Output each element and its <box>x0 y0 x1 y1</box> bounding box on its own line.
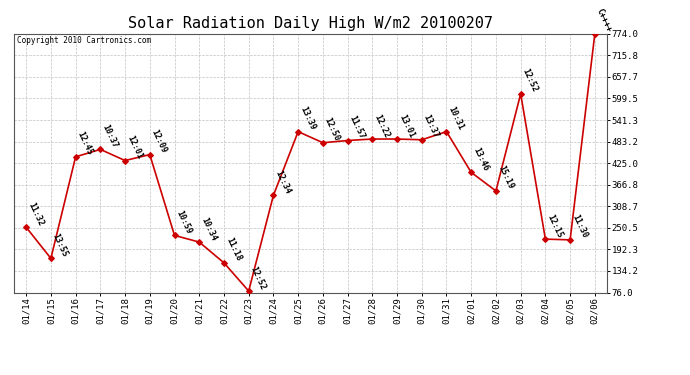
Point <box>491 188 502 194</box>
Title: Solar Radiation Daily High W/m2 20100207: Solar Radiation Daily High W/m2 20100207 <box>128 16 493 31</box>
Text: 13:55: 13:55 <box>51 232 70 258</box>
Point <box>219 260 230 266</box>
Text: 13:01: 13:01 <box>397 112 416 139</box>
Text: Copyright 2010 Cartronics.com: Copyright 2010 Cartronics.com <box>17 36 151 45</box>
Text: 13:46: 13:46 <box>471 146 490 172</box>
Text: 13:39: 13:39 <box>298 105 317 132</box>
Text: 12:52: 12:52 <box>248 264 268 291</box>
Point <box>515 91 526 97</box>
Point <box>268 192 279 198</box>
Text: 11:30: 11:30 <box>570 213 589 240</box>
Text: 12:22: 12:22 <box>373 112 391 139</box>
Point <box>416 137 427 143</box>
Text: 10:31: 10:31 <box>446 105 465 132</box>
Point <box>144 152 155 157</box>
Point <box>317 140 328 146</box>
Point <box>95 146 106 152</box>
Text: 12:34: 12:34 <box>273 169 292 195</box>
Text: 12:50: 12:50 <box>323 116 342 143</box>
Point <box>441 129 452 135</box>
Text: 11:18: 11:18 <box>224 236 243 263</box>
Text: 12:09: 12:09 <box>150 128 168 154</box>
Text: 10:34: 10:34 <box>199 216 218 242</box>
Point <box>194 239 205 245</box>
Text: 12:15: 12:15 <box>545 213 564 239</box>
Point <box>540 236 551 242</box>
Text: 15:19: 15:19 <box>496 165 515 191</box>
Point <box>119 158 130 164</box>
Text: 12:45: 12:45 <box>76 130 95 157</box>
Text: 11:57: 11:57 <box>348 114 366 141</box>
Point <box>466 170 477 176</box>
Point <box>21 224 32 230</box>
Text: C++++: C++++ <box>595 7 613 34</box>
Point <box>589 31 600 37</box>
Point <box>46 255 57 261</box>
Point <box>367 136 378 142</box>
Point <box>243 288 254 294</box>
Point <box>293 129 304 135</box>
Point <box>564 237 575 243</box>
Point <box>391 136 402 142</box>
Point <box>342 138 353 144</box>
Text: 12:01: 12:01 <box>125 134 144 160</box>
Text: 10:59: 10:59 <box>175 209 193 236</box>
Text: 11:32: 11:32 <box>26 201 45 227</box>
Text: 12:52: 12:52 <box>521 68 540 94</box>
Text: 13:37: 13:37 <box>422 113 440 140</box>
Text: 10:37: 10:37 <box>100 123 119 149</box>
Point <box>70 154 81 160</box>
Point <box>169 232 180 238</box>
